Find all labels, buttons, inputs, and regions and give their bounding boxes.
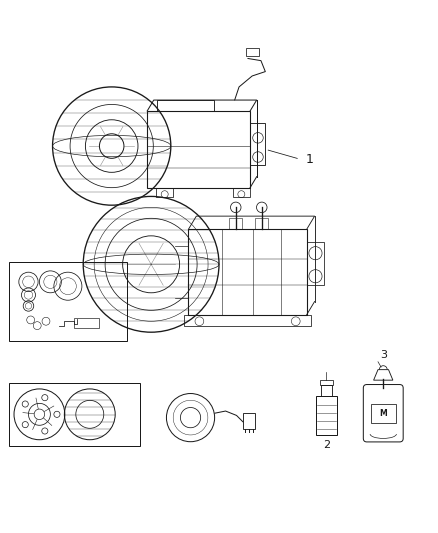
Bar xyxy=(188,229,307,314)
Bar xyxy=(184,314,311,326)
Bar xyxy=(321,385,332,395)
Bar xyxy=(243,413,255,429)
Bar xyxy=(156,188,173,197)
Bar xyxy=(307,242,324,285)
Bar xyxy=(255,219,268,229)
Bar xyxy=(158,100,214,111)
Bar xyxy=(74,318,99,328)
Text: M: M xyxy=(379,409,387,418)
Bar xyxy=(229,219,242,229)
Text: 2: 2 xyxy=(323,440,330,450)
Bar xyxy=(246,49,259,56)
Bar xyxy=(320,381,333,385)
Bar xyxy=(316,395,337,435)
Bar xyxy=(233,188,250,197)
Text: 3: 3 xyxy=(380,350,387,360)
Bar xyxy=(147,111,250,188)
Bar xyxy=(250,123,265,165)
Bar xyxy=(9,262,127,341)
Text: 1: 1 xyxy=(305,152,313,166)
Bar xyxy=(371,403,396,423)
Bar xyxy=(9,383,140,446)
